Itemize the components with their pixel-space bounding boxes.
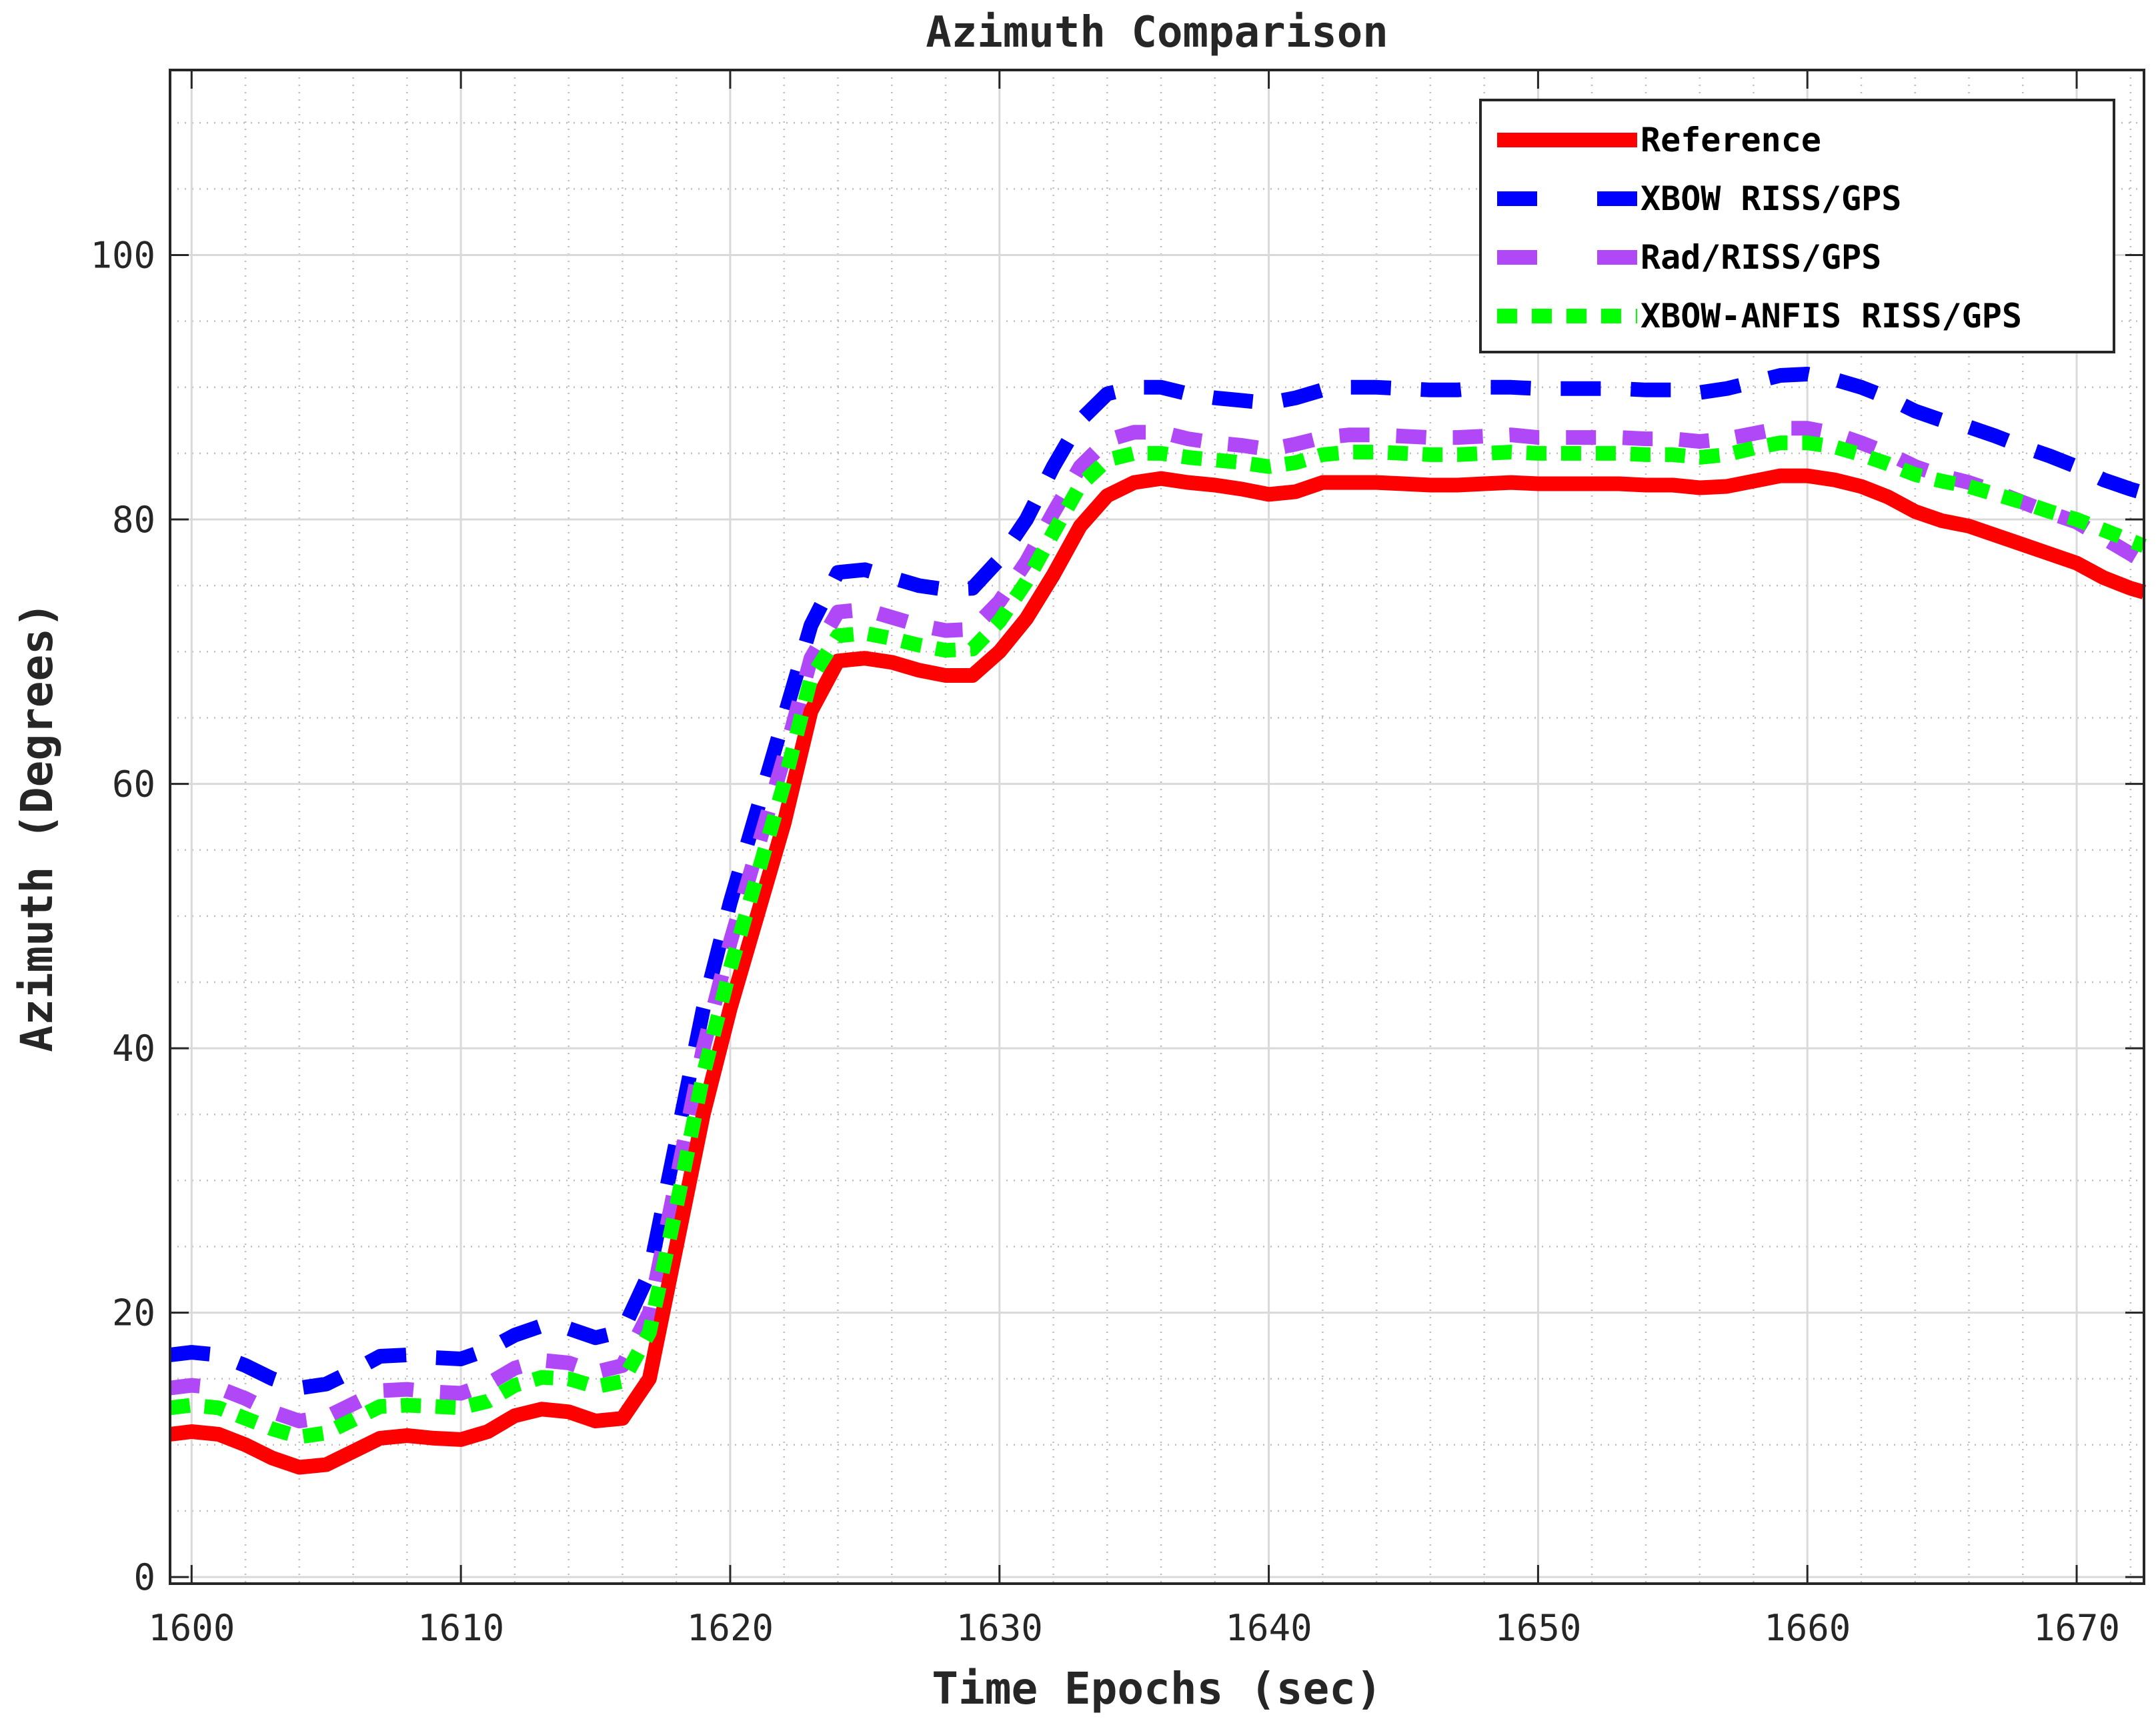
- x-tick-label: 1620: [687, 1607, 774, 1649]
- y-tick-label: 100: [90, 235, 155, 277]
- x-tick-label: 1670: [2033, 1607, 2120, 1649]
- tick-labels: 1600 1610 1620 1630 1640 1650 1660 1670 0 20 40 60 8…: [90, 235, 2120, 1649]
- legend-label: XBOW RISS/GPS: [1641, 179, 1901, 218]
- x-tick-label: 1640: [1226, 1607, 1312, 1649]
- y-tick-label: 60: [112, 763, 155, 805]
- y-tick-label: 0: [133, 1556, 155, 1598]
- legend-label: Reference: [1641, 121, 1821, 159]
- x-tick-label: 1660: [1764, 1607, 1851, 1649]
- y-axis-label: Azimuth (Degrees): [11, 601, 63, 1052]
- x-axis-label: Time Epochs (sec): [932, 1663, 1382, 1714]
- y-tick-label: 40: [112, 1028, 155, 1070]
- ticks: [170, 70, 2144, 1584]
- series-line-xbow-riss-gps: [169, 367, 2147, 1396]
- series-layer: [169, 367, 2148, 1475]
- series-line-xbow-anfis-riss-gps: [169, 435, 2147, 1444]
- x-tick-label: 1610: [417, 1607, 504, 1649]
- series-line-rad-riss-gps: [169, 421, 2148, 1429]
- series-line-reference: [169, 468, 2147, 1475]
- plot-frame: [169, 69, 2145, 1585]
- legend-label: XBOW-ANFIS RISS/GPS: [1641, 297, 2022, 335]
- x-tick-label: 1630: [956, 1607, 1043, 1649]
- legend-label: Rad/RISS/GPS: [1641, 238, 1881, 277]
- minor-grid: [170, 70, 2144, 1584]
- x-tick-label: 1600: [148, 1607, 235, 1649]
- chart-title: Azimuth Comparison: [926, 8, 1388, 57]
- x-tick-label: 1650: [1494, 1607, 1581, 1649]
- y-tick-label: 20: [112, 1292, 155, 1334]
- legend: Reference XBOW RISS/GPS Rad/RISS/GPS XBOW-A…: [1479, 99, 2115, 353]
- y-tick-label: 80: [112, 499, 155, 541]
